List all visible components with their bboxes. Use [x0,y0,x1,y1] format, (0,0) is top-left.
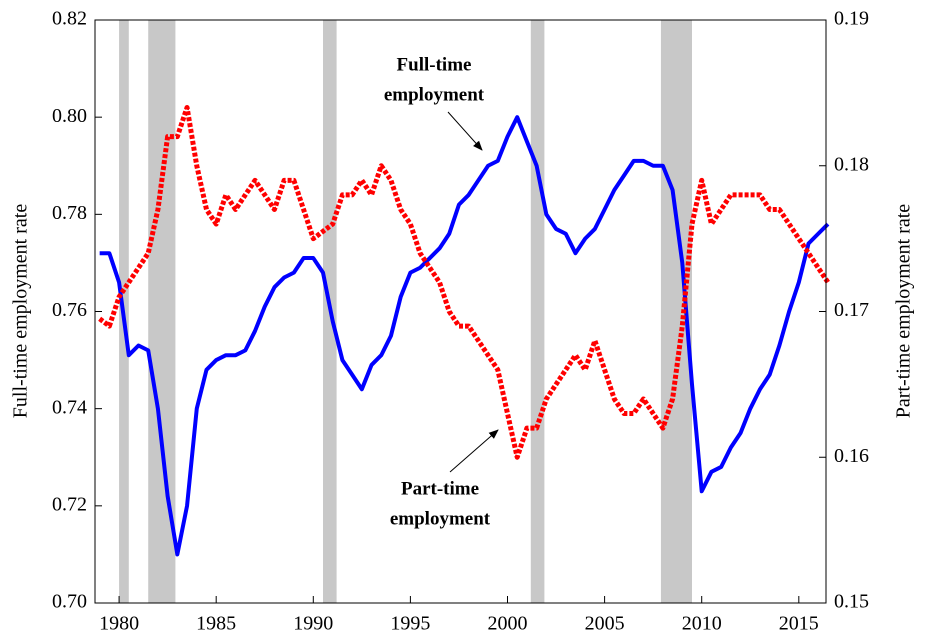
plot-frame [94,19,827,604]
y-tick-label: 0.76 [52,299,87,321]
y2-tick-label: 0.16 [834,445,869,467]
x-tick-label: 2005 [585,613,625,635]
x-tick-label: 1985 [196,613,236,635]
y-tick-label: 0.82 [52,8,87,30]
y2-tick-label: 0.18 [834,153,869,175]
annotation: employment [384,84,485,105]
annotation: Part-time [401,478,479,499]
x-tick-label: 1995 [390,613,430,635]
y-tick-label: 0.74 [52,396,87,418]
x-tick-label: 1990 [293,613,333,635]
annotation: employment [390,508,491,529]
y2-tick-label: 0.15 [834,591,869,613]
series-line [99,115,830,557]
y-tick-label: 0.80 [52,105,87,127]
y-tick-label: 0.70 [52,591,87,613]
y-axis-label: Full-time employment rate [10,204,32,419]
recession-band [530,20,545,603]
annotation-arrow [447,111,483,151]
x-tick-label: 2010 [682,613,722,635]
x-tick-label: 2015 [779,613,819,635]
y-tick-label: 0.78 [52,202,87,224]
annotation-arrow [449,429,499,473]
y2-tick-label: 0.17 [834,299,869,321]
x-tick-label: 2000 [487,613,527,635]
series-line [98,104,831,460]
x-tick-label: 1980 [99,613,139,635]
y2-axis-label: Part-time employment rate [893,204,915,418]
y-tick-label: 0.72 [52,493,87,515]
y2-tick-label: 0.19 [834,8,869,30]
annotation: Full-time [397,54,472,75]
